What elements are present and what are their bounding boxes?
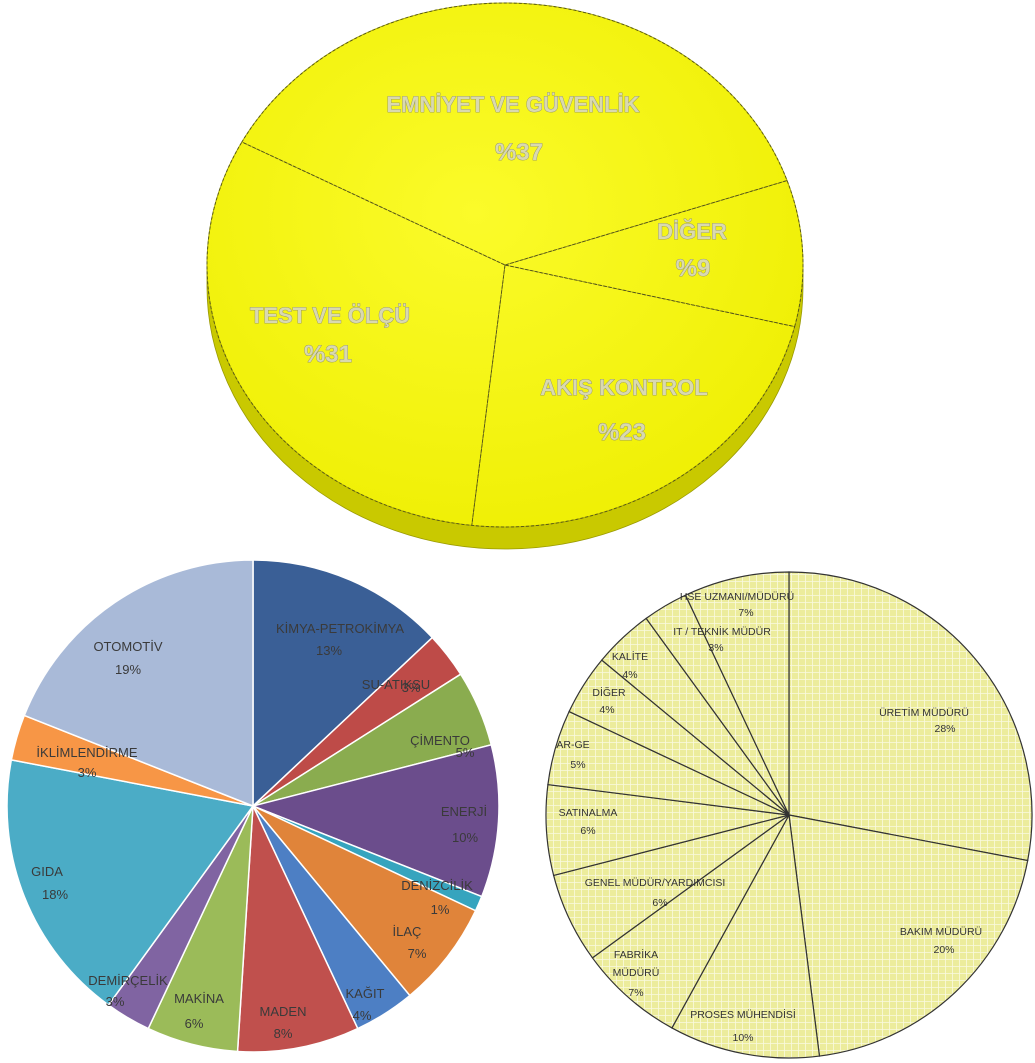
slice-value-label: 8% bbox=[274, 1026, 293, 1041]
slice-label: DİĞER bbox=[592, 686, 626, 699]
slice-label: KİMYA-PETROKİMYA bbox=[276, 621, 404, 636]
slice-value-label: 5% bbox=[570, 759, 585, 771]
slice-label: GIDA bbox=[31, 864, 63, 879]
slice-label: EMNİYET VE GÜVENLİK bbox=[386, 92, 639, 117]
slice-label: AKIŞ KONTROL bbox=[540, 375, 707, 400]
slice-value-label: 4% bbox=[622, 669, 637, 681]
slice-value-label: %37 bbox=[495, 139, 543, 166]
slice-label: HSE UZMANI/MÜDÜRÜ bbox=[680, 591, 794, 603]
slice-label: KAĞIT bbox=[345, 986, 384, 1001]
pie-slice-maden bbox=[236, 805, 359, 1053]
slice-value-label: 28% bbox=[934, 723, 955, 735]
slice-value-label: %31 bbox=[304, 341, 352, 368]
slice-value-label: 6% bbox=[185, 1016, 204, 1031]
slice-value-label: 5% bbox=[456, 745, 475, 760]
slice-label: GENEL MÜDÜR/YARDIMCISI bbox=[585, 877, 726, 889]
slice-label: SATINALMA bbox=[559, 807, 618, 819]
slice-label: İLAÇ bbox=[393, 924, 422, 939]
pie-slice-emni-yet-ve-g-venli-k bbox=[241, 2, 788, 266]
slice-value-label: 19% bbox=[115, 662, 141, 677]
pie-slice-gida bbox=[6, 759, 255, 1007]
slice-label: MAKİNA bbox=[174, 991, 224, 1006]
slice-value-label: 7% bbox=[408, 946, 427, 961]
slice-value-label: 4% bbox=[353, 1008, 372, 1023]
slice-label: TEST VE ÖLÇÜ bbox=[250, 303, 410, 328]
slice-value-label: 6% bbox=[580, 825, 595, 837]
slice-value-label: 4% bbox=[599, 704, 614, 716]
pie-chart-job-titles: ÜRETİM MÜDÜRÜ 28% BAKIM MÜDÜRÜ 20% PROSES MÜ… bbox=[545, 571, 1033, 1059]
slice-value-label: %9 bbox=[676, 255, 711, 282]
slice-value-label: 3% bbox=[78, 765, 97, 780]
pie-slice-fabri-ka-m-d-r bbox=[591, 814, 790, 1029]
slice-label: DEMİRÇELİK bbox=[88, 973, 168, 988]
slice-value-label: 3% bbox=[402, 680, 421, 695]
slice-label: AR-GE bbox=[556, 739, 589, 751]
pie-3d-face bbox=[206, 2, 804, 528]
pie-slice-hse-uzmani-m-d-r bbox=[684, 571, 790, 816]
pie-slice-test-ve-l bbox=[206, 141, 506, 526]
pie-slice-bakim-m-d-r bbox=[788, 814, 1029, 1057]
slice-value-label: 3% bbox=[708, 642, 723, 654]
pie-slice-reti-m-m-d-r bbox=[788, 571, 1033, 862]
slice-label: ENERJİ bbox=[441, 804, 487, 819]
pie-chart-industries: KİMYA-PETROKİMYA13%SU-ATIKSU3%ÇİMENTO5%E… bbox=[6, 559, 500, 1053]
slice-label: DENİZCİLİK bbox=[401, 878, 473, 893]
slice-value-label: 18% bbox=[42, 887, 68, 902]
slice-value-label: %23 bbox=[598, 419, 646, 446]
slice-value-label: 20% bbox=[933, 944, 954, 956]
slice-label: KALİTE bbox=[612, 650, 648, 663]
slice-value-label: 10% bbox=[732, 1032, 753, 1044]
slice-value-label: 7% bbox=[628, 987, 643, 999]
slice-value-label: 3% bbox=[106, 994, 125, 1009]
slice-label: BAKIM MÜDÜRÜ bbox=[900, 926, 982, 938]
pie-slice-enerji bbox=[250, 743, 500, 898]
slice-label: DİĞER bbox=[657, 219, 727, 244]
pie-slice-ki-mya-petroki-mya bbox=[252, 559, 434, 808]
slice-value-label: 6% bbox=[652, 897, 667, 909]
slice-label: İKLİMLENDİRME bbox=[36, 745, 137, 760]
pie-chart-application-areas: EMNİYET VE GÜVENLİK %37 DİĞER %9 AKIŞ KONTRO… bbox=[206, 2, 804, 550]
slice-label: ÜRETİM MÜDÜRÜ bbox=[879, 706, 969, 719]
slice-label: MÜDÜRÜ bbox=[613, 967, 660, 979]
slice-value-label: 10% bbox=[452, 830, 478, 845]
slice-label: OTOMOTİV bbox=[93, 639, 162, 654]
pie-slice-otomoti-v bbox=[23, 559, 254, 808]
pie-slice-di-er bbox=[504, 180, 804, 328]
slice-label: FABRİKA bbox=[614, 948, 658, 961]
pie-slice-proses-m-hendi-si bbox=[671, 813, 821, 1059]
slice-label: SU-ATIKSU bbox=[362, 677, 430, 692]
slice-label: IT / TEKNİK MÜDÜR bbox=[673, 625, 771, 638]
slice-value-label: 7% bbox=[738, 607, 753, 619]
slice-value-label: 13% bbox=[316, 643, 342, 658]
slice-value-label: 1% bbox=[431, 902, 450, 917]
slice-label: ÇİMENTO bbox=[410, 733, 470, 748]
slice-label: PROSES MÜHENDİSİ bbox=[690, 1008, 796, 1021]
pie-slice-i-la bbox=[252, 805, 477, 997]
slice-label: MADEN bbox=[260, 1004, 307, 1019]
